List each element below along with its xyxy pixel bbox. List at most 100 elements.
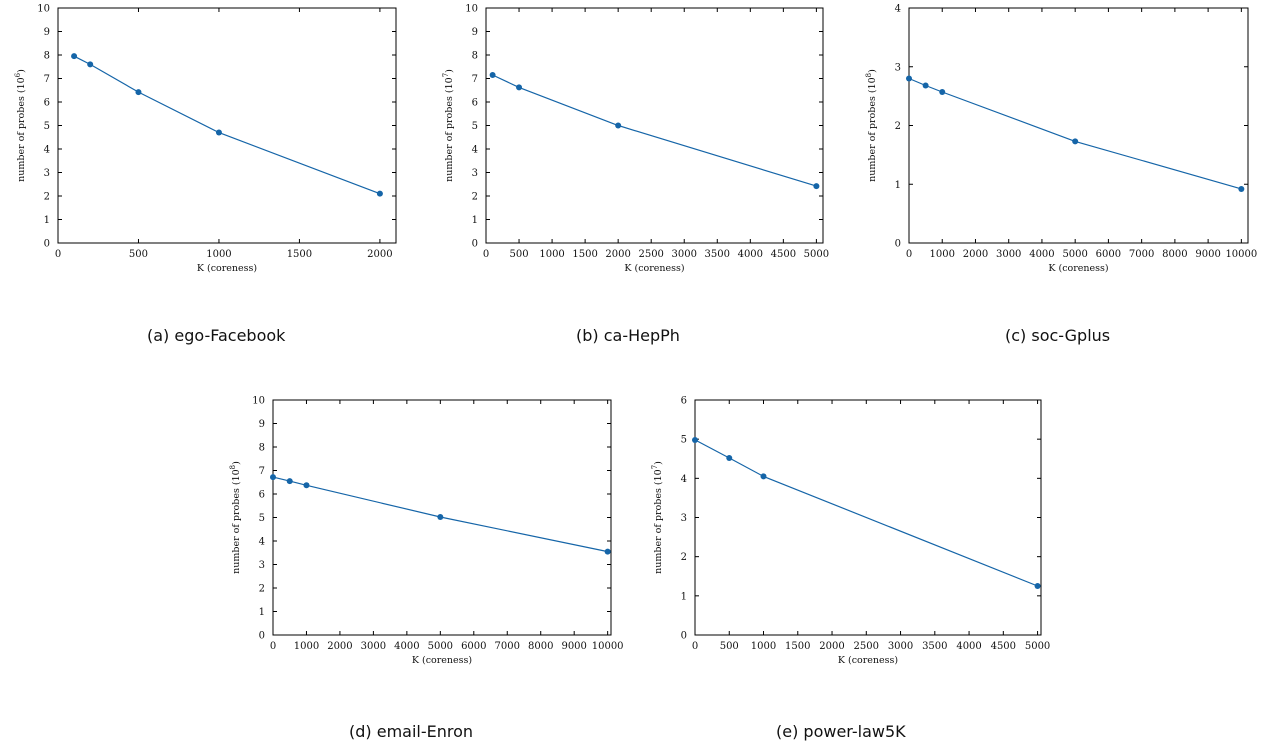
x-tick-label: 3500 [922,641,947,652]
x-axis-label: K (coreness) [1048,263,1108,274]
x-tick-label: 6000 [1096,249,1121,260]
x-tick-label: 6000 [461,641,486,652]
x-tick-label: 2500 [638,249,663,260]
x-tick-label: 0 [483,249,489,260]
x-tick-label: 5000 [1025,641,1050,652]
x-tick-label: 0 [270,641,276,652]
x-tick-label: 500 [720,641,739,652]
x-tick-label: 2000 [327,641,352,652]
x-tick-label: 3000 [672,249,697,260]
y-tick-label: 9 [44,27,50,38]
x-tick-label: 7000 [1129,249,1154,260]
y-tick-label: 3 [44,168,50,179]
y-tick-label: 4 [472,145,478,156]
x-tick-label: 2000 [963,249,988,260]
x-axis-label: K (coreness) [197,263,257,274]
data-point [270,474,276,481]
data-point [87,61,94,68]
y-tick-label: 3 [895,62,901,73]
data-point [71,53,78,60]
series-line [694,439,1038,587]
data-point [813,183,820,190]
y-tick-label: 0 [44,239,50,250]
x-tick-label: 2500 [854,641,879,652]
x-tick-label: 1500 [287,249,312,260]
y-tick-label: 6 [44,98,50,109]
data-point [286,478,293,485]
x-tick-label: 3000 [361,641,386,652]
data-point [939,89,946,96]
x-tick-label: 4000 [956,641,981,652]
x-tick-label: 0 [906,249,912,260]
y-tick-label: 5 [44,121,50,132]
x-tick-label: 9000 [561,641,586,652]
y-tick-label: 1 [44,215,50,226]
y-tick-label: 0 [259,631,265,642]
x-axis-label: K (coreness) [838,655,898,666]
y-tick-label: 0 [681,631,687,642]
series-line [492,74,817,187]
x-tick-label: 500 [129,249,148,260]
x-tick-label: 8000 [528,641,553,652]
x-tick-label: 0 [55,249,61,260]
data-point [1034,583,1041,590]
y-tick-label: 8 [472,51,478,62]
x-tick-label: 4000 [738,249,763,260]
y-axis-label: number of probes (108) [865,69,878,182]
y-tick-label: 1 [895,180,901,191]
x-tick-label: 8000 [1162,249,1187,260]
x-tick-label: 2000 [605,249,630,260]
x-tick-label: 1000 [294,641,319,652]
x-tick-label: 3000 [996,249,1021,260]
y-tick-label: 5 [259,513,265,524]
y-tick-label: 6 [472,98,478,109]
x-axis-label: K (coreness) [624,263,684,274]
y-tick-label: 9 [472,27,478,38]
data-point [922,82,929,89]
chart-caption-c: (c) soc-Gplus [1005,326,1111,345]
y-tick-label: 2 [472,192,478,203]
y-tick-label: 2 [44,192,50,203]
data-point [726,454,733,461]
y-tick-label: 6 [259,490,265,501]
y-tick-label: 2 [259,584,265,595]
data-point [692,436,698,443]
data-point [303,482,310,489]
x-tick-label: 0 [692,641,698,652]
y-tick-label: 10 [465,4,478,15]
x-tick-label: 9000 [1195,249,1220,260]
plot-frame [694,399,1042,636]
x-tick-label: 3000 [888,641,913,652]
data-point [760,473,767,480]
y-tick-label: 7 [44,74,50,85]
y-tick-label: 6 [681,396,687,407]
x-tick-label: 1000 [539,249,564,260]
x-tick-label: 5000 [428,641,453,652]
x-tick-label: 4500 [991,641,1016,652]
data-point [906,75,912,82]
x-tick-label: 2000 [819,641,844,652]
y-tick-label: 3 [681,513,687,524]
data-point [489,71,496,78]
x-tick-label: 4500 [771,249,796,260]
y-tick-label: 10 [37,4,50,15]
y-tick-label: 5 [681,435,687,446]
y-axis-label: number of probes (106) [14,69,27,182]
x-tick-label: 3500 [705,249,730,260]
x-tick-label: 1000 [751,641,776,652]
x-axis-label: K (coreness) [412,655,472,666]
y-tick-label: 4 [259,537,265,548]
chart-caption-d: (d) email-Enron [349,722,474,741]
x-tick-label: 5000 [1062,249,1087,260]
data-point [437,514,444,521]
y-tick-label: 0 [472,239,478,250]
y-tick-label: 3 [472,168,478,179]
x-tick-label: 7000 [495,641,520,652]
data-point [1238,185,1245,192]
y-tick-label: 10 [252,396,265,407]
y-tick-label: 1 [472,215,478,226]
x-tick-label: 1500 [572,249,597,260]
